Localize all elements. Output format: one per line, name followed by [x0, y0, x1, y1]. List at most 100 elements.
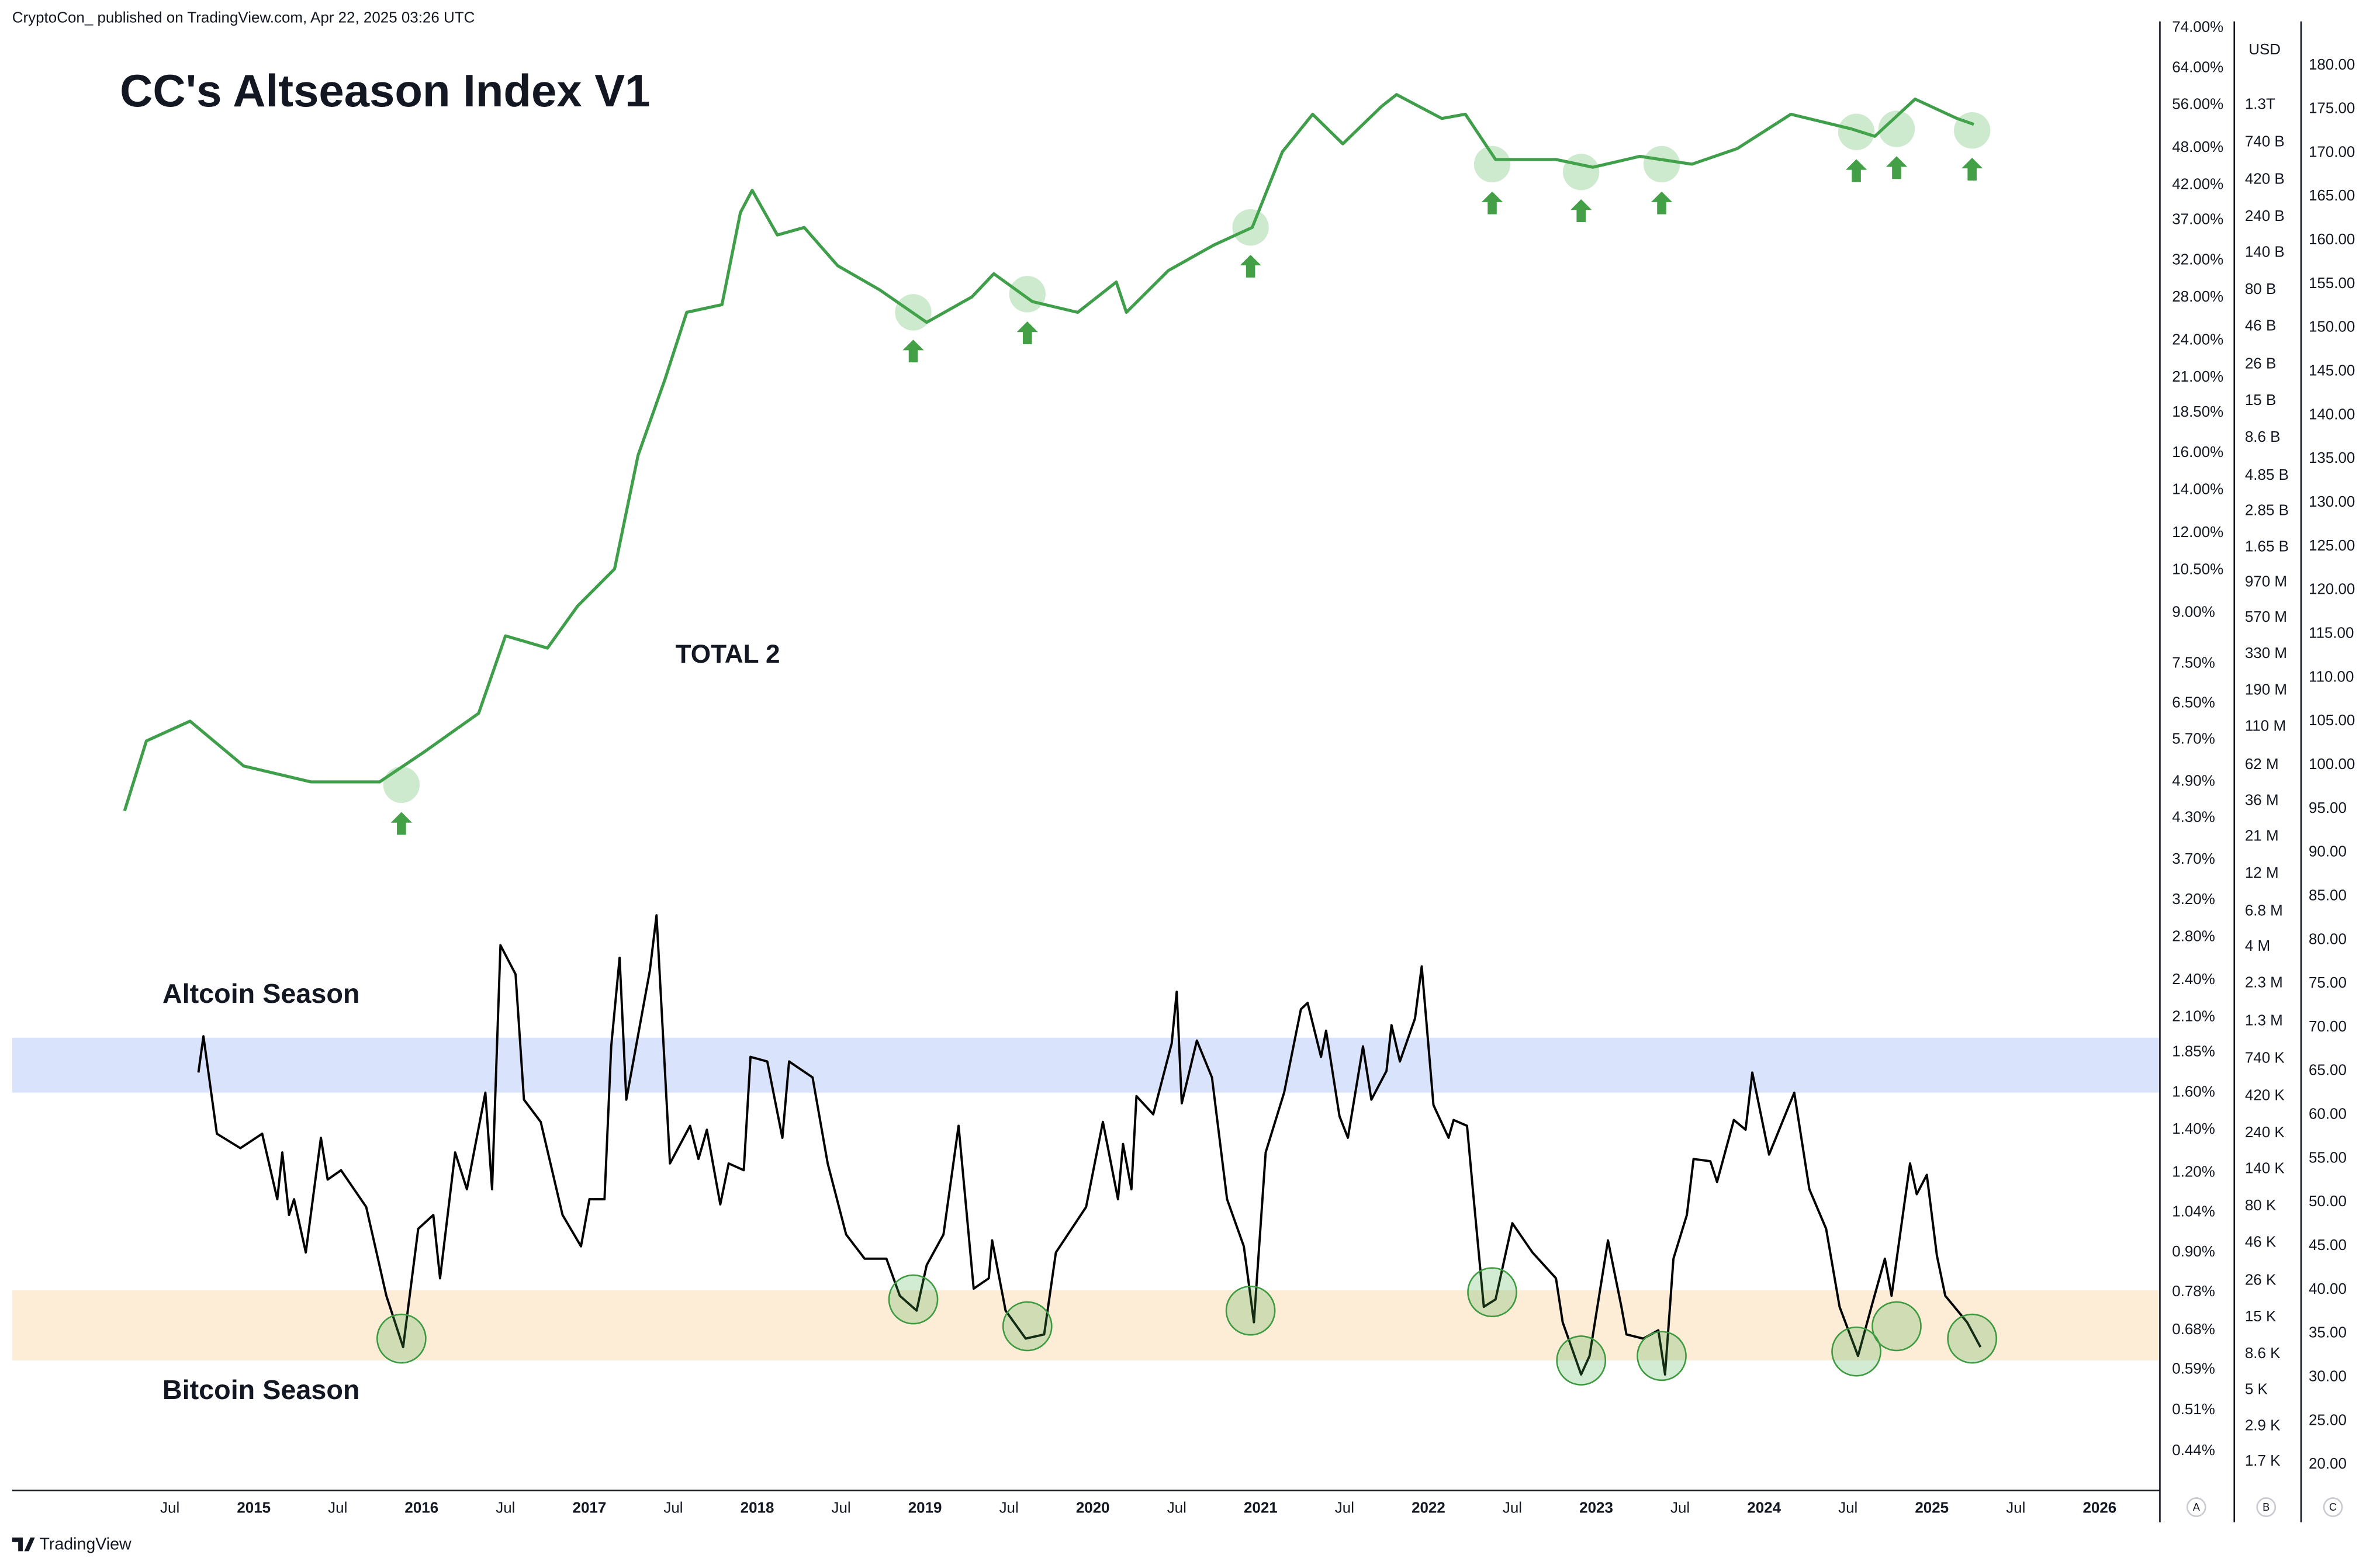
y-tick-label: 80 B: [2245, 280, 2276, 297]
y-tick-label: 14.00%: [2172, 480, 2223, 498]
y-tick-label: 145.00: [2309, 362, 2355, 379]
y-tick-label: 1.20%: [2172, 1162, 2215, 1180]
y-tick-label: 0.68%: [2172, 1320, 2215, 1338]
signal-arrow: [1845, 159, 1867, 182]
y-tick-label: 130.00: [2309, 493, 2355, 510]
y-tick-label: 740 B: [2245, 132, 2285, 150]
price-signal: [1878, 110, 1915, 147]
y-tick-label: 45.00: [2309, 1236, 2347, 1254]
y-tick-label: 0.44%: [2172, 1441, 2215, 1459]
y-tick-label: 0.90%: [2172, 1242, 2215, 1260]
y-tick-label: 160.00: [2309, 230, 2355, 248]
y-tick-label: 2.10%: [2172, 1007, 2215, 1024]
price-line: [123, 93, 1974, 812]
y-tick-label: 70.00: [2309, 1017, 2347, 1035]
index-signal: [1947, 1313, 1998, 1364]
y-tick-label: 15 K: [2245, 1307, 2277, 1325]
y-tick-label: 60.00: [2309, 1105, 2347, 1123]
x-tick-label: 2023: [1579, 1498, 1613, 1516]
x-tick-label: Jul: [1670, 1498, 1690, 1516]
y-tick-label: 30.00: [2309, 1367, 2347, 1385]
index-signal: [888, 1274, 939, 1325]
x-tick-label: 2019: [908, 1498, 942, 1516]
y-tick-label: 105.00: [2309, 711, 2355, 729]
y-tick-label: 240 B: [2245, 207, 2285, 224]
publisher: CryptoCon_ published on TradingView.com,…: [12, 8, 475, 26]
y-tick-label: 120.00: [2309, 580, 2355, 598]
chart-title: CC's Altseason Index V1: [120, 65, 650, 116]
x-tick-label: Jul: [1167, 1498, 1186, 1516]
y-tick-label: 21 M: [2245, 827, 2279, 844]
price-signal: [1563, 154, 1600, 191]
index-line: [197, 914, 1982, 1376]
x-tick-label: 2015: [237, 1498, 271, 1516]
y-tick-label: 7.50%: [2172, 653, 2215, 671]
y-tick-label: 21.00%: [2172, 368, 2223, 385]
x-tick-label: 2018: [741, 1498, 774, 1516]
pane-badge: [2323, 1497, 2343, 1517]
y-tick-label: 135.00: [2309, 449, 2355, 466]
season-band: [12, 1037, 2160, 1093]
x-tick-label: Jul: [1838, 1498, 1857, 1516]
axis-unit: USD: [2248, 40, 2281, 58]
y-tick-label: 175.00: [2309, 99, 2355, 117]
y-tick-label: 46 K: [2245, 1233, 2277, 1251]
y-tick-label: 6.50%: [2172, 693, 2215, 711]
y-tick-label: 125.00: [2309, 536, 2355, 554]
y-tick-label: 28.00%: [2172, 288, 2223, 305]
y-tick-label: 65.00: [2309, 1061, 2347, 1079]
price-signal: [383, 766, 420, 803]
y-tick-label: 0.59%: [2172, 1360, 2215, 1377]
pane-label: C: [2329, 1501, 2337, 1513]
y-tick-label: 970 M: [2245, 573, 2287, 590]
y-tick-label: 80 K: [2245, 1196, 2277, 1214]
season-band: [12, 1290, 2160, 1361]
y-tick-label: 1.3T: [2245, 95, 2275, 112]
signal-arrow: [1481, 191, 1503, 214]
y-tick-label: 1.7 K: [2245, 1452, 2281, 1469]
y-tick-label: 420 B: [2245, 170, 2285, 188]
y-tick-label: 85.00: [2309, 886, 2347, 903]
signal-arrow: [1016, 321, 1038, 345]
y-tick-label: 1.85%: [2172, 1043, 2215, 1060]
price-signal: [1473, 146, 1511, 183]
y-tick-label: 55.00: [2309, 1148, 2347, 1166]
x-tick-label: Jul: [2006, 1498, 2025, 1516]
y-tick-label: 18.50%: [2172, 403, 2223, 420]
y-tick-label: 1.3 M: [2245, 1011, 2283, 1029]
price-signal: [1643, 146, 1680, 183]
y-tick-label: 95.00: [2309, 799, 2347, 816]
y-tick-label: 32.00%: [2172, 251, 2223, 268]
x-tick-label: 2016: [404, 1498, 438, 1516]
index-signal: [1002, 1301, 1053, 1352]
price-signal: [895, 294, 932, 331]
y-tick-label: 74.00%: [2172, 18, 2223, 35]
signal-arrow: [1651, 191, 1673, 214]
x-tick-label: 2021: [1244, 1498, 1278, 1516]
x-tick-label: Jul: [496, 1498, 515, 1516]
y-tick-label: 56.00%: [2172, 95, 2223, 113]
y-tick-label: 110.00: [2309, 667, 2354, 685]
y-tick-label: 2.9 K: [2245, 1416, 2281, 1434]
price-signal: [1838, 113, 1875, 150]
y-tick-label: 36 M: [2245, 791, 2279, 808]
signal-arrow: [1886, 156, 1908, 179]
index-signal: [1831, 1326, 1881, 1377]
y-tick-label: 16.00%: [2172, 443, 2223, 461]
y-tick-label: 3.70%: [2172, 850, 2215, 867]
index-signal: [1467, 1267, 1517, 1318]
y-tick-label: 6.8 M: [2245, 902, 2283, 919]
x-tick-label: 2024: [1747, 1498, 1781, 1516]
y-tick-label: 0.78%: [2172, 1282, 2215, 1300]
signal-arrow: [390, 812, 413, 835]
y-tick-label: 420 K: [2245, 1086, 2285, 1104]
x-tick-label: Jul: [831, 1498, 850, 1516]
price-signal: [1232, 209, 1269, 246]
y-tick-label: 240 K: [2245, 1123, 2285, 1141]
x-tick-label: 2022: [1412, 1498, 1445, 1516]
footer-text: TradingView: [40, 1535, 132, 1554]
y-tick-label: 15 B: [2245, 391, 2276, 408]
y-tick-label: 2.85 B: [2245, 501, 2289, 518]
y-tick-label: 180.00: [2309, 56, 2355, 73]
y-tick-label: 46 B: [2245, 317, 2276, 334]
